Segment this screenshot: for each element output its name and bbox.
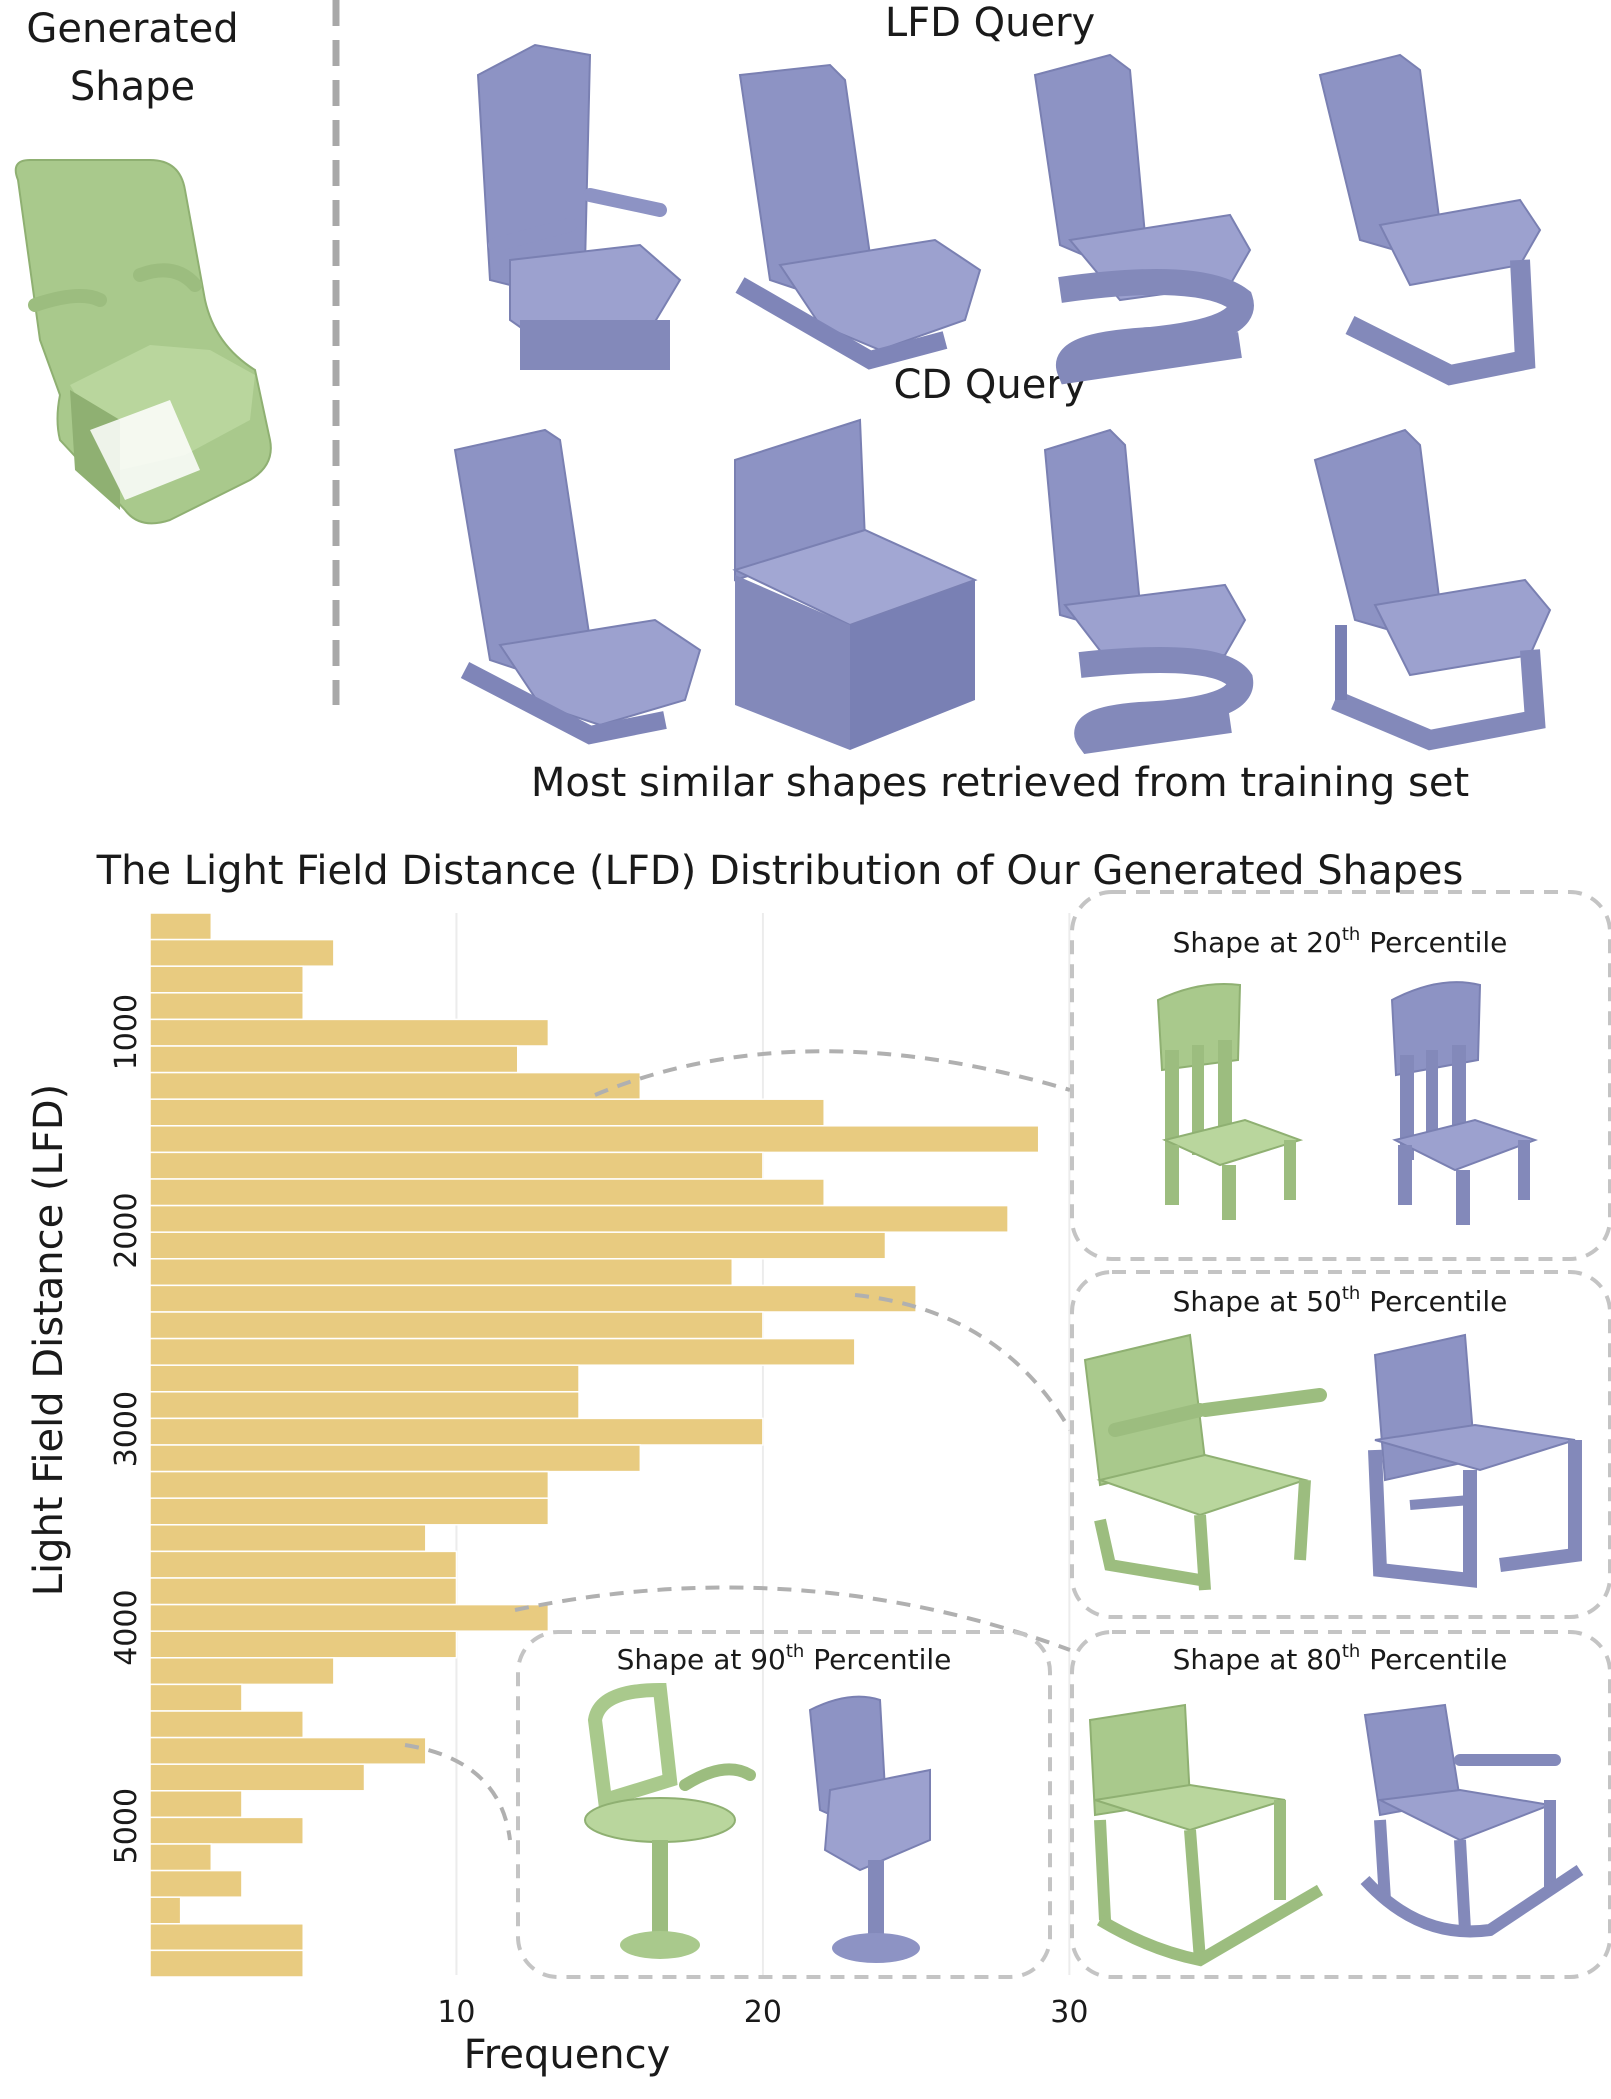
histogram-bar-35 — [149, 1843, 213, 1872]
panel-p50-title: Shape at 50th Percentile — [1173, 1283, 1508, 1318]
lfd-query-shape-1 — [476, 43, 682, 370]
panel-p80-frame — [1070, 1630, 1611, 1979]
y-tick-label-0: 1000 — [109, 994, 144, 1070]
histogram-bar-34 — [149, 1816, 304, 1845]
histogram-bar-29 — [149, 1683, 243, 1712]
chart-y-label: Light Field Distance (LFD) — [26, 1084, 72, 1597]
lfd-query-title: LFD Query — [884, 0, 1096, 46]
histogram-bar-25 — [149, 1577, 458, 1606]
histogram-bar-2 — [149, 965, 304, 994]
p20-generated-chair — [1156, 983, 1304, 1220]
histogram-bar-3 — [149, 992, 304, 1021]
lfd-query-shape-3 — [1033, 53, 1254, 385]
p50-generated-chair — [1083, 1333, 1327, 1591]
panel-p20-frame — [1070, 890, 1611, 1261]
histogram-bar-32 — [149, 1763, 366, 1792]
histogram-bar-13 — [149, 1258, 734, 1287]
histogram-bar-37 — [149, 1896, 182, 1925]
histogram-bar-33 — [149, 1790, 243, 1819]
generated-caption-line1: Generated — [26, 6, 239, 52]
histogram-bar-18 — [149, 1391, 580, 1420]
histogram-bar-21 — [149, 1470, 550, 1499]
histogram-bar-9 — [149, 1151, 764, 1180]
histogram-bar-20 — [149, 1444, 642, 1473]
panel-p80-title: Shape at 80th Percentile — [1173, 1641, 1508, 1676]
histogram-bar-6 — [149, 1071, 642, 1100]
chart-y-tick-labels: 1000 2000 3000 4000 5000 — [109, 994, 144, 1864]
chart-title: The Light Field Distance (LFD) Distribut… — [96, 848, 1464, 894]
histogram-bar-1 — [149, 938, 335, 967]
histogram-bar-7 — [149, 1098, 825, 1127]
histogram-bar-0 — [149, 912, 213, 941]
panel-p20-title: Shape at 20th Percentile — [1173, 924, 1508, 959]
histogram-bar-26 — [149, 1603, 550, 1632]
cd-query-title: CD Query — [893, 362, 1087, 408]
histogram-bar-12 — [149, 1231, 887, 1260]
p90-generated-chair — [584, 1682, 756, 1959]
histogram-bar-36 — [149, 1869, 243, 1898]
x-tick-label-2: 30 — [1050, 1995, 1088, 2030]
chart-bars — [149, 912, 1040, 1978]
y-tick-label-2: 3000 — [109, 1391, 144, 1467]
histogram-bar-11 — [149, 1204, 1009, 1233]
histogram-bar-39 — [149, 1949, 304, 1978]
chart-x-tick-labels: 10 20 30 — [437, 1995, 1088, 2030]
generated-shape-caption: Generated Shape — [0, 0, 265, 116]
histogram-bar-8 — [149, 1125, 1040, 1154]
histogram-bar-4 — [149, 1018, 550, 1047]
percentile-connectors — [404, 1049, 1072, 1841]
cd-query-shape-4 — [1313, 428, 1552, 751]
p20-retrieved-chair — [1390, 981, 1538, 1225]
panel-p90-frame — [516, 1630, 1052, 1979]
y-tick-label-3: 4000 — [109, 1589, 144, 1665]
p80-generated-chair — [1088, 1703, 1324, 1967]
histogram-bar-24 — [149, 1550, 458, 1579]
lfd-query-shape-4 — [1318, 53, 1542, 386]
histogram-bar-38 — [149, 1923, 304, 1952]
y-tick-label-4: 5000 — [109, 1788, 144, 1864]
histogram-bar-27 — [149, 1630, 458, 1659]
p90-retrieved-chair — [808, 1695, 931, 1963]
x-tick-label-1: 20 — [744, 1995, 782, 2030]
cd-query-shape-1 — [453, 428, 702, 745]
generated-caption-line2: Shape — [69, 64, 196, 110]
histogram-bar-17 — [149, 1364, 580, 1393]
histogram-bar-23 — [149, 1524, 427, 1553]
retrieved-caption: Most similar shapes retrieved from train… — [530, 760, 1470, 806]
histogram-bar-10 — [149, 1178, 825, 1207]
cd-query-shape-2 — [732, 418, 978, 750]
histogram-bar-14 — [149, 1284, 917, 1313]
histogram-bar-28 — [149, 1657, 335, 1686]
histogram-bar-15 — [149, 1311, 764, 1340]
lfd-query-shape-2 — [735, 63, 982, 370]
histogram-bar-30 — [149, 1710, 304, 1739]
x-tick-label-0: 10 — [437, 1995, 475, 2030]
histogram-bar-22 — [149, 1497, 550, 1526]
histogram-bar-19 — [149, 1417, 764, 1446]
histogram-bar-5 — [149, 1045, 519, 1074]
panel-p50-frame — [1070, 1270, 1611, 1619]
histogram-bar-16 — [149, 1337, 856, 1366]
histogram-bar-31 — [149, 1736, 427, 1765]
cd-query-shape-3 — [1043, 428, 1254, 754]
chart-x-label: Frequency — [464, 2032, 671, 2078]
y-tick-label-1: 2000 — [109, 1192, 144, 1268]
panel-p90-title: Shape at 90th Percentile — [617, 1641, 952, 1676]
p50-retrieved-chair — [1368, 1333, 1582, 1588]
p80-retrieved-chair — [1360, 1703, 1584, 1938]
generated-shape-chair — [14, 159, 272, 525]
